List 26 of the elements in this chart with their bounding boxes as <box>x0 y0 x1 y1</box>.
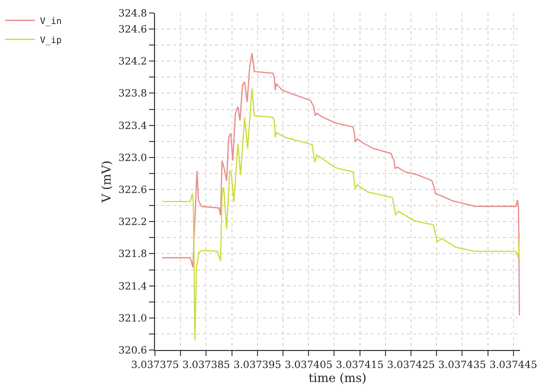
y-tick-label: 323.0 <box>118 152 147 164</box>
line-series <box>162 88 520 341</box>
x-tick-label: 3.037445 <box>489 360 538 371</box>
x-tick-label: 3.037385 <box>182 360 230 371</box>
line-series <box>162 52 520 316</box>
y-tick-label: 322.2 <box>118 217 147 228</box>
y-axis-title: V (mV) <box>100 160 114 204</box>
y-tick-label: 323.4 <box>118 120 147 132</box>
x-axis-title: time (ms) <box>308 371 366 385</box>
y-tick-label: 324.2 <box>118 56 147 68</box>
legend-label: V_ip <box>40 36 62 46</box>
legend-label: V_in <box>40 16 62 27</box>
y-tick-label: 321.0 <box>118 313 147 324</box>
y-tick-label: 324.8 <box>118 8 147 20</box>
x-tick-label: 3.037375 <box>131 360 179 371</box>
y-tick-label: 323.8 <box>118 88 147 100</box>
x-tick-label: 3.037425 <box>387 360 435 371</box>
x-tick-label: 3.037415 <box>336 360 384 371</box>
y-tick-label: 320.6 <box>118 346 147 356</box>
y-tick-label: 321.8 <box>118 249 147 260</box>
y-tick-label: 324.6 <box>118 24 147 36</box>
x-tick-label: 3.037395 <box>234 360 282 371</box>
x-tick-label: 3.037435 <box>438 360 486 371</box>
y-tick-label: 321.4 <box>118 281 147 292</box>
y-tick-label: 322.6 <box>118 185 147 196</box>
x-tick-label: 3.037405 <box>284 360 332 371</box>
